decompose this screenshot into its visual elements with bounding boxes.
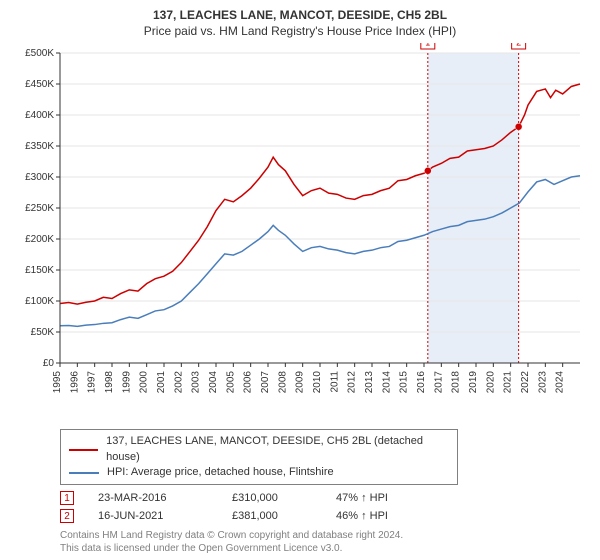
x-tick-label: 2009 xyxy=(295,371,306,394)
chart-area: £0 £50K £100K £150K £200K £250K £300K £350K £400… xyxy=(10,43,590,423)
x-tick-label: 1996 xyxy=(69,371,80,394)
x-tick-label: 2012 xyxy=(347,371,358,394)
sale-hpi: 46% ↑ HPI xyxy=(336,510,426,522)
legend-label: 137, LEACHES LANE, MANCOT, DEESIDE, CH5 … xyxy=(106,434,449,465)
y-tick-label: £250K xyxy=(25,203,54,214)
x-tick-label: 2013 xyxy=(364,371,375,394)
x-tick-label: 2000 xyxy=(139,371,150,394)
legend: 137, LEACHES LANE, MANCOT, DEESIDE, CH5 … xyxy=(60,429,458,485)
sale-row: 2 16-JUN-2021 £381,000 46% ↑ HPI xyxy=(60,507,590,525)
sale-date: 23-MAR-2016 xyxy=(98,492,208,504)
x-tick-label: 1995 xyxy=(52,371,63,394)
y-tick-label: £0 xyxy=(43,358,55,369)
y-tick-label: £300K xyxy=(25,172,54,183)
x-tick-label: 2002 xyxy=(173,371,184,394)
x-tick-label: 2023 xyxy=(537,371,548,394)
x-tick-label: 2006 xyxy=(243,371,254,394)
y-tick-label: £100K xyxy=(25,296,54,307)
x-tick-label: 2019 xyxy=(468,371,479,394)
x-tick-label: 2018 xyxy=(451,371,462,394)
y-tick-label: £500K xyxy=(25,48,54,59)
x-tick-label: 2001 xyxy=(156,371,167,394)
y-tick-label: £450K xyxy=(25,79,54,90)
x-tick-label: 2011 xyxy=(329,371,340,393)
x-tick-label: 2014 xyxy=(381,371,392,394)
sale-date: 16-JUN-2021 xyxy=(98,510,208,522)
y-tick-label: £50K xyxy=(31,327,55,338)
footer-line1: Contains HM Land Registry data © Crown c… xyxy=(60,529,590,542)
y-tick-label: £350K xyxy=(25,141,54,152)
sale-price: £310,000 xyxy=(232,492,312,504)
sale-marker-label: 1 xyxy=(425,43,430,47)
x-tick-label: 2021 xyxy=(503,371,514,394)
x-tick-label: 2015 xyxy=(399,371,410,394)
x-tick-label: 2008 xyxy=(277,371,288,394)
chart-title: 137, LEACHES LANE, MANCOT, DEESIDE, CH5 … xyxy=(10,8,590,24)
x-tick-label: 2003 xyxy=(191,371,202,394)
x-tick-label: 2007 xyxy=(260,371,271,394)
legend-row: 137, LEACHES LANE, MANCOT, DEESIDE, CH5 … xyxy=(69,434,449,465)
x-tick-label: 2004 xyxy=(208,371,219,394)
sale-marker: 2 xyxy=(60,509,74,523)
sales-table: 1 23-MAR-2016 £310,000 47% ↑ HPI 2 16-JUN-202… xyxy=(60,489,590,525)
chart-svg: £0 £50K £100K £150K £200K £250K £300K £350K £400… xyxy=(10,43,590,423)
x-tick-label: 1999 xyxy=(121,371,132,394)
x-tick-label: 2022 xyxy=(520,371,531,394)
footer-attribution: Contains HM Land Registry data © Crown c… xyxy=(60,529,590,555)
legend-label: HPI: Average price, detached house, Flin… xyxy=(107,465,334,480)
x-tick-label: 2010 xyxy=(312,371,323,394)
footer-line2: This data is licensed under the Open Gov… xyxy=(60,542,590,555)
x-tick-label: 2020 xyxy=(485,371,496,394)
x-tick-label: 2024 xyxy=(555,371,566,394)
x-tick-label: 2016 xyxy=(416,371,427,394)
x-tick-label: 1998 xyxy=(104,371,115,394)
sale-hpi: 47% ↑ HPI xyxy=(336,492,426,504)
legend-swatch xyxy=(69,449,98,451)
sale-row: 1 23-MAR-2016 £310,000 47% ↑ HPI xyxy=(60,489,590,507)
x-tick-label: 1997 xyxy=(87,371,98,394)
sale-marker: 1 xyxy=(60,491,74,505)
legend-swatch xyxy=(69,472,99,474)
chart-subtitle: Price paid vs. HM Land Registry's House … xyxy=(10,24,590,40)
y-tick-label: £200K xyxy=(25,234,54,245)
y-tick-label: £400K xyxy=(25,110,54,121)
y-tick-label: £150K xyxy=(25,265,54,276)
legend-row: HPI: Average price, detached house, Flin… xyxy=(69,465,449,480)
x-tick-label: 2017 xyxy=(433,371,444,394)
sale-marker-label: 2 xyxy=(516,43,521,47)
x-tick-label: 2005 xyxy=(225,371,236,394)
sale-price: £381,000 xyxy=(232,510,312,522)
